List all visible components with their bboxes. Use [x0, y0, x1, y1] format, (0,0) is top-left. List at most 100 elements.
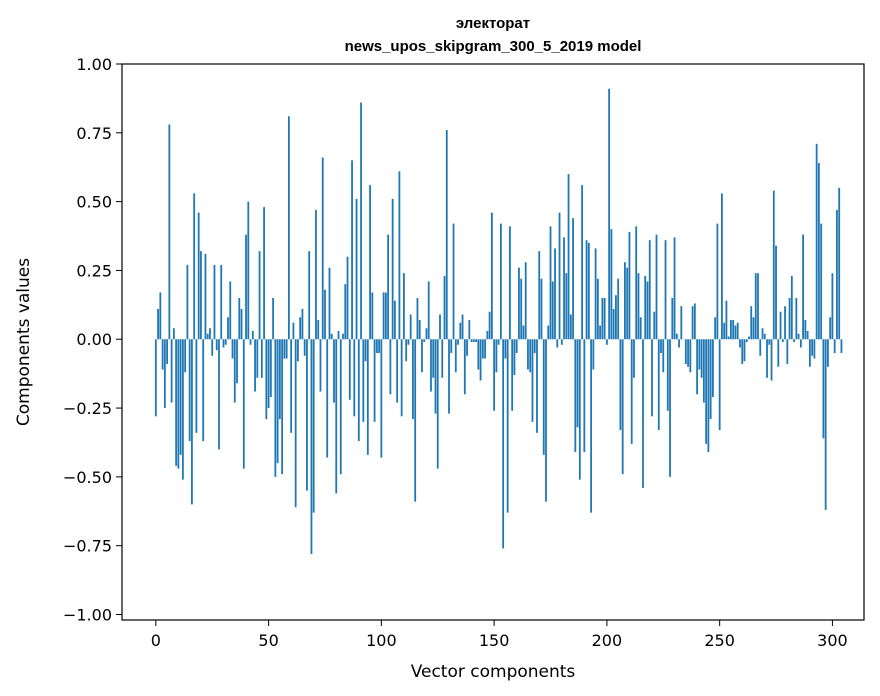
bar [524, 262, 527, 340]
bar [303, 339, 306, 356]
bar [833, 339, 836, 354]
bar [333, 339, 335, 403]
bar [527, 339, 529, 370]
bar [292, 322, 295, 340]
bar [567, 174, 570, 340]
bar [287, 116, 290, 340]
y-axis-ticks: −1.00 −0.75 −0.50 −0.25 0.00 0.25 0.50 0.75 1.00 [63, 55, 122, 624]
bar [596, 278, 599, 340]
y-axis-label: Components values [14, 258, 34, 426]
bar [342, 333, 344, 340]
bar [495, 339, 498, 373]
bar [170, 339, 173, 403]
bar [504, 339, 507, 359]
bar [772, 190, 775, 340]
bar [642, 339, 644, 488]
bar [443, 275, 446, 340]
bar [739, 339, 741, 348]
bar [759, 339, 762, 356]
bar [470, 339, 473, 342]
bar [698, 339, 701, 370]
bar [391, 198, 394, 340]
bar [175, 339, 178, 466]
bar [380, 339, 383, 458]
bar [335, 339, 338, 494]
bar [378, 339, 380, 354]
bar [344, 284, 347, 340]
bar [840, 339, 843, 354]
bar [403, 273, 405, 340]
bar [763, 333, 766, 340]
bar [513, 339, 516, 376]
bar [707, 339, 710, 453]
bar [229, 281, 232, 340]
bar [407, 339, 410, 345]
bar [757, 273, 759, 340]
bar [664, 240, 667, 340]
bar [166, 339, 168, 365]
bar [536, 339, 538, 433]
bar [355, 198, 358, 340]
x-tick-label: 300 [817, 631, 848, 650]
bar [578, 339, 581, 480]
bar [493, 339, 496, 411]
bar [621, 339, 624, 475]
bar [294, 339, 297, 508]
bar [653, 311, 656, 340]
bar [770, 339, 773, 381]
bar [441, 339, 444, 378]
bar [718, 339, 721, 431]
bar [547, 325, 550, 340]
bar [511, 339, 514, 411]
bar [644, 275, 647, 340]
bar [450, 339, 453, 354]
bar [628, 231, 631, 340]
bar [624, 262, 626, 340]
bar [439, 314, 441, 340]
bar [736, 322, 739, 340]
bar [209, 328, 211, 340]
bar [574, 339, 577, 453]
bar [723, 322, 726, 340]
bar [587, 242, 590, 340]
bar [204, 253, 207, 340]
bar [619, 339, 622, 431]
bar [297, 339, 299, 362]
bar [630, 339, 633, 444]
bar [754, 273, 757, 340]
bar [829, 317, 832, 340]
bar [615, 295, 617, 340]
bar [669, 339, 671, 477]
bar [838, 187, 841, 340]
bar [306, 339, 308, 491]
bar [177, 339, 180, 469]
bar [360, 102, 362, 340]
bar [795, 297, 798, 340]
bar [258, 251, 261, 340]
bar [612, 308, 615, 340]
bar [583, 339, 586, 453]
bar [260, 339, 263, 378]
bar [357, 339, 360, 442]
bar [651, 339, 653, 417]
bar [267, 339, 270, 409]
bar [427, 281, 430, 340]
bar [472, 339, 475, 342]
bar [371, 292, 374, 340]
bar [680, 306, 683, 340]
bar [236, 339, 238, 384]
bar [734, 325, 737, 340]
bar [775, 245, 777, 340]
bar [283, 339, 286, 359]
bar [750, 306, 753, 340]
bar [560, 339, 563, 345]
bar [687, 339, 689, 367]
bar [592, 339, 595, 370]
bar [430, 339, 432, 392]
bar [348, 339, 351, 400]
bar [416, 297, 419, 340]
bar [328, 267, 331, 340]
x-axis-ticks: 0 50 100 150 200 250 300 [151, 620, 848, 650]
bar [831, 273, 834, 340]
